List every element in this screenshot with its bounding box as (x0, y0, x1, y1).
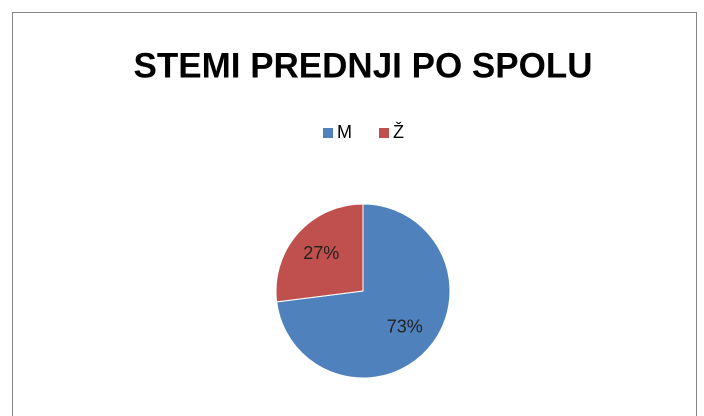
chart-title: STEMI PREDNJI PO SPOLU (134, 46, 593, 85)
pie-slice (275, 203, 364, 303)
legend-label: M (337, 122, 352, 142)
data-label: 73% (387, 317, 423, 337)
legend-swatch (379, 128, 389, 138)
data-label: 27% (303, 243, 339, 263)
legend-label: Ž (393, 122, 404, 142)
legend-swatch (323, 128, 333, 138)
